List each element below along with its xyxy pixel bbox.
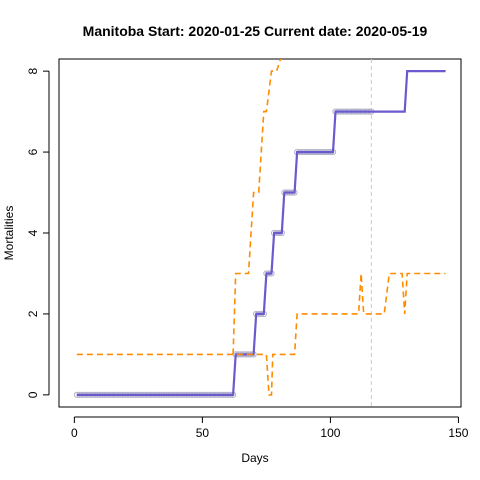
fit-line	[76, 70, 446, 396]
series-layer	[73, 59, 446, 398]
lower-bound-line	[76, 272, 446, 396]
y-tick-label: 4	[26, 229, 40, 236]
y-tick-label: 2	[26, 310, 40, 317]
x-tick-label: 100	[320, 426, 340, 440]
x-axis-label: Days	[241, 451, 268, 465]
upper-bound-line	[232, 59, 282, 355]
y-tick-label: 0	[26, 391, 40, 398]
chart-title: Manitoba Start: 2020-01-25 Current date:…	[83, 23, 428, 39]
y-axis-label: Mortalities	[2, 206, 16, 261]
x-tick-label: 150	[448, 426, 468, 440]
x-tick-label: 50	[196, 426, 210, 440]
y-tick-label: 8	[26, 67, 40, 74]
axes: 0 50 100 150 0 2 4 6 8	[26, 67, 469, 440]
x-tick-label: 0	[71, 426, 78, 440]
plot-frame	[58, 58, 462, 408]
y-tick-label: 6	[26, 148, 40, 155]
